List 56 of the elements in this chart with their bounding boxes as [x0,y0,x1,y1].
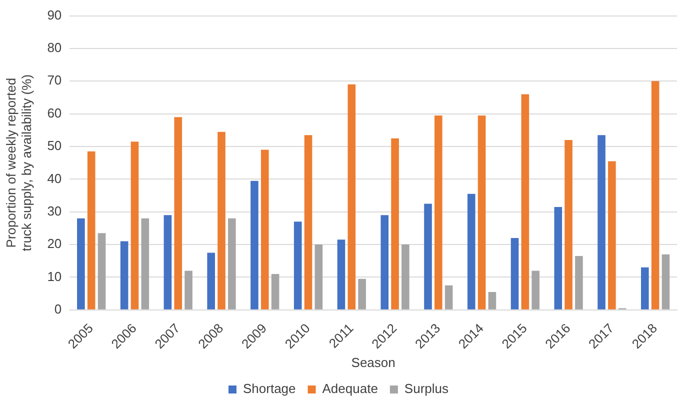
bar [532,270,540,310]
bar [120,241,128,310]
bar [434,115,442,310]
bar [228,218,236,310]
bar [598,135,606,310]
bar [488,292,496,310]
legend-label: Surplus [404,381,449,396]
bar [207,252,215,310]
bar [391,138,399,310]
bar [271,274,280,310]
bar [304,135,312,310]
bar [184,270,192,310]
bar [651,81,660,310]
bar [164,215,172,310]
bar [314,244,323,310]
y-tick-label: 10 [47,268,62,284]
bar [98,233,106,310]
bar [250,180,258,310]
bar [608,161,616,310]
bar [478,115,486,310]
y-tick-label: 80 [47,40,62,56]
bar [218,132,226,310]
y-tick-label: 20 [47,236,62,252]
bar [510,238,519,310]
bar [348,84,356,310]
bar [575,256,583,310]
y-tick-label: 70 [47,72,62,88]
bar [260,150,269,310]
y-tick-label: 90 [47,7,62,22]
bar [521,94,530,310]
bar [130,142,139,310]
bar [554,206,562,310]
bar [337,240,346,310]
bar [467,194,476,310]
legend-label: Shortage [243,381,296,396]
bar [424,204,432,310]
bar [402,244,410,310]
x-axis-title: Season [351,354,396,370]
bar [640,267,649,310]
y-tick-label: 40 [47,170,62,186]
bar [174,117,182,310]
bar [141,218,150,310]
bar [87,151,96,310]
y-axis-title: Proportion of weekly reported truck supply, by availability (%) [3,74,34,252]
y-tick-label: 50 [47,138,62,154]
y-tick-label: 30 [47,203,62,218]
bar [358,278,366,310]
bar [444,285,453,310]
bar [380,215,389,310]
bar [77,218,85,310]
bar [564,140,572,310]
y-tick-label: 0 [54,302,62,316]
legend-label: Adequate [322,381,378,396]
bar [294,222,302,310]
y-tick-label: 60 [47,105,62,120]
bar [662,254,670,310]
